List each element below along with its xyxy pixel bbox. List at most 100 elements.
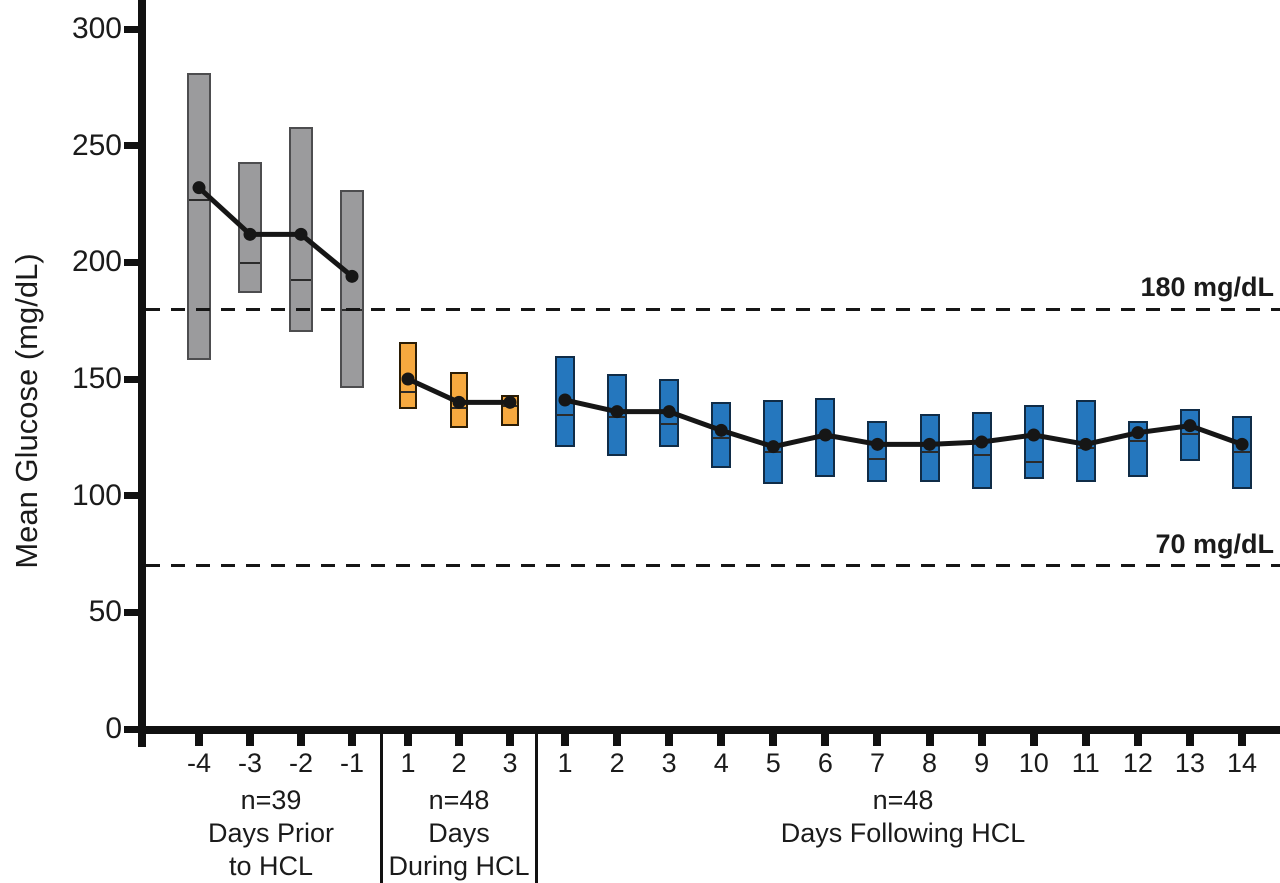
x-tick-mark [455, 734, 463, 746]
x-tick-label-following-day13: 13 [1174, 748, 1205, 778]
x-tick-mark [873, 734, 882, 746]
x-tick-mark [717, 734, 726, 746]
y-tick-mark [124, 725, 138, 733]
mean-line-following [562, 397, 1245, 450]
median-line-following-day10 [1025, 460, 1042, 463]
reference-line-70 [146, 564, 1280, 568]
x-axis-line [138, 726, 1280, 734]
median-line-following-day9 [973, 453, 990, 456]
mean-dot-following-day11 [1079, 437, 1093, 451]
mean-dot-following-day14 [1235, 437, 1249, 451]
reference-label-180: 180 mg/dL [1140, 272, 1274, 302]
x-tick-mark [613, 734, 622, 746]
x-tick-label-prior-day-1: -1 [339, 748, 364, 778]
group-caption-prior-line3: to HCL [228, 851, 314, 881]
x-tick-label-following-day14: 14 [1227, 748, 1258, 778]
x-tick-mark [561, 734, 569, 746]
x-tick-mark [1029, 734, 1038, 746]
x-tick-label-following-day8: 8 [922, 748, 938, 778]
x-tick-mark [925, 734, 934, 746]
x-tick-label-during-day3: 3 [502, 748, 518, 778]
group-caption-prior-line1: n=39 [240, 785, 302, 815]
mean-dot-following-day1 [558, 393, 572, 407]
group-caption-during-line1: n=48 [428, 785, 490, 815]
x-tick-label-following-day1: 1 [557, 748, 573, 778]
mean-dot-following-day8 [923, 437, 937, 451]
x-tick-mark [297, 734, 305, 746]
mean-dot-prior-day-3 [243, 227, 257, 241]
y-tick-mark [124, 258, 138, 266]
median-line-following-day4 [713, 437, 730, 440]
box-following-day14 [1232, 416, 1253, 489]
y-tick-label: 100 [71, 478, 122, 512]
mean-dot-following-day12 [1131, 426, 1145, 440]
x-tick-mark [404, 734, 412, 746]
mean-dot-following-day6 [818, 428, 832, 442]
y-tick-label: 250 [71, 128, 122, 162]
x-tick-label-prior-day-2: -2 [288, 748, 313, 778]
x-tick-mark [1185, 734, 1194, 746]
x-tick-label-prior-day-4: -4 [186, 748, 211, 778]
mean-dot-following-day13 [1183, 419, 1197, 433]
median-line-during-day1 [401, 390, 415, 393]
group-separator-1 [380, 728, 383, 883]
y-tick-mark [124, 142, 138, 150]
x-tick-mark [665, 734, 674, 746]
mean-dot-following-day7 [870, 437, 884, 451]
x-tick-mark [1238, 734, 1247, 746]
mean-dot-during-day3 [503, 395, 517, 409]
group-caption-during-line2: Days [428, 818, 490, 848]
x-tick-label-following-day12: 12 [1122, 748, 1153, 778]
median-line-following-day12 [1129, 439, 1146, 442]
y-axis-line [138, 0, 146, 747]
x-tick-mark [769, 734, 778, 746]
y-tick-mark [124, 492, 138, 500]
y-tick-label: 50 [88, 595, 122, 629]
reference-label-70: 70 mg/dL [1155, 528, 1274, 559]
median-line-prior-day-3 [240, 262, 260, 265]
mean-dot-during-day2 [452, 395, 466, 409]
x-tick-label-prior-day-3: -3 [237, 748, 262, 778]
x-tick-mark [506, 734, 514, 746]
median-line-following-day3 [661, 423, 678, 426]
mean-dot-prior-day-1 [345, 269, 359, 283]
x-tick-label-during-day1: 1 [400, 748, 416, 778]
x-tick-label-following-day7: 7 [869, 748, 885, 778]
x-tick-mark [977, 734, 986, 746]
mean-dot-following-day9 [975, 435, 989, 449]
box-following-day9 [971, 411, 992, 489]
reference-line-180 [146, 307, 1280, 311]
y-tick-label: 150 [71, 362, 122, 395]
x-tick-mark [1081, 734, 1090, 746]
x-tick-mark [246, 734, 254, 746]
group-caption-prior-line2: Days Prior [207, 818, 335, 848]
x-tick-mark [821, 734, 830, 746]
mean-dot-following-day2 [610, 405, 624, 419]
x-tick-label-during-day2: 2 [451, 748, 467, 778]
mean-line-prior [196, 185, 355, 279]
x-tick-mark [348, 734, 356, 746]
median-line-prior-day-2 [291, 278, 311, 281]
x-tick-label-following-day10: 10 [1018, 748, 1049, 778]
mean-dot-during-day1 [401, 372, 415, 386]
median-line-following-day13 [1181, 432, 1198, 435]
mean-dot-following-day10 [1027, 428, 1041, 442]
y-tick-mark [124, 375, 138, 383]
x-tick-mark [195, 734, 203, 746]
x-tick-label-following-day6: 6 [817, 748, 833, 778]
x-tick-label-following-day4: 4 [713, 748, 729, 778]
mean-dot-following-day4 [714, 423, 728, 437]
box-prior-day-4 [187, 73, 211, 361]
median-line-following-day7 [869, 458, 886, 461]
mean-dot-prior-day-4 [192, 181, 206, 195]
x-tick-label-following-day9: 9 [974, 748, 990, 778]
y-tick-mark [124, 608, 138, 616]
mean-dot-following-day5 [766, 440, 780, 454]
group-caption-during-line3: During HCL [388, 851, 530, 881]
median-line-following-day8 [921, 451, 938, 454]
mean-dot-prior-day-2 [294, 227, 308, 241]
median-line-following-day14 [1234, 451, 1251, 454]
group-caption-following-line1: n=48 [872, 785, 934, 815]
group-caption-following-line2: Days Following HCL [780, 818, 1026, 848]
